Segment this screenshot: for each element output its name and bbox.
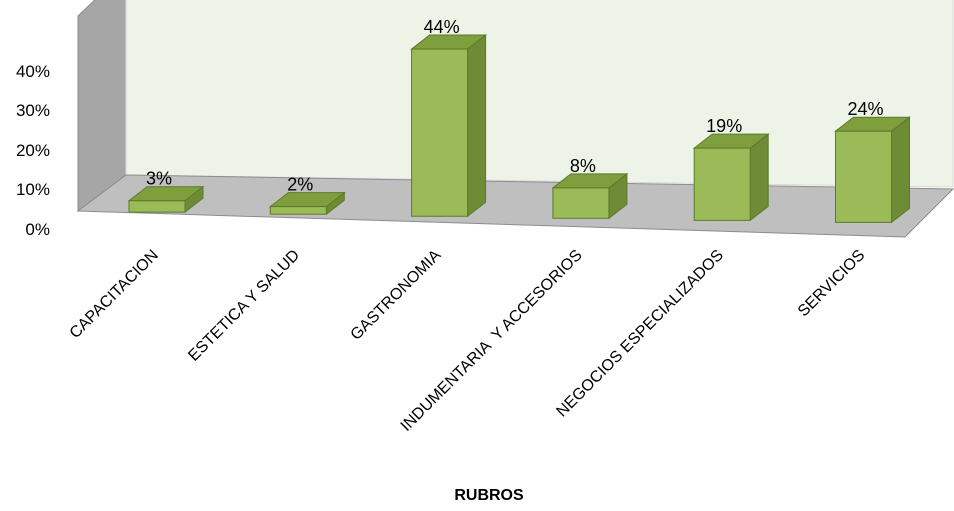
category-label: CAPACITACION	[67, 247, 162, 342]
y-axis-ticks: 0% 10% 20% 30% 40%	[16, 62, 50, 239]
category-label: SERVICIOS	[795, 247, 868, 320]
bar-front	[269, 206, 327, 215]
back-wall	[125, 0, 954, 188]
bar	[692, 133, 770, 222]
bar	[410, 34, 488, 218]
chart-walls	[76, 0, 954, 238]
data-labels: 3% 2% 44% 8% 19% 24%	[146, 17, 884, 195]
bar-side	[749, 133, 769, 222]
data-label: 44%	[424, 17, 460, 37]
bar	[268, 191, 346, 216]
bar-front	[128, 200, 186, 213]
x-axis-title: RUBROS	[454, 487, 524, 504]
y-tick-label: 40%	[16, 62, 50, 81]
bar-side	[891, 116, 910, 224]
y-tick-label: 10%	[16, 180, 50, 199]
data-label: 8%	[570, 156, 596, 176]
data-label: 24%	[847, 99, 883, 119]
bar	[834, 116, 911, 224]
category-label: ESTETICA Y SALUD	[185, 247, 303, 365]
bar-side	[467, 34, 487, 218]
category-label: NEGOCIOS ESPECIALIZADOS	[553, 247, 727, 421]
bar-front	[693, 147, 751, 221]
bar-front	[411, 48, 469, 217]
side-wall	[77, 0, 127, 212]
y-tick-label: 0%	[25, 220, 50, 239]
y-tick-label: 20%	[16, 141, 50, 160]
bar	[127, 185, 205, 214]
bar	[551, 172, 629, 220]
category-label: GASTRONOMIA	[348, 247, 445, 344]
data-label: 19%	[706, 116, 742, 136]
data-label: 3%	[146, 169, 172, 189]
bar-front	[835, 130, 892, 223]
category-labels: CAPACITACION ESTETICA Y SALUD GASTRONOMIAI…	[67, 247, 869, 435]
data-label: 2%	[287, 175, 313, 195]
bar-front	[552, 187, 610, 219]
bars	[127, 34, 911, 224]
y-tick-label: 30%	[16, 101, 50, 120]
